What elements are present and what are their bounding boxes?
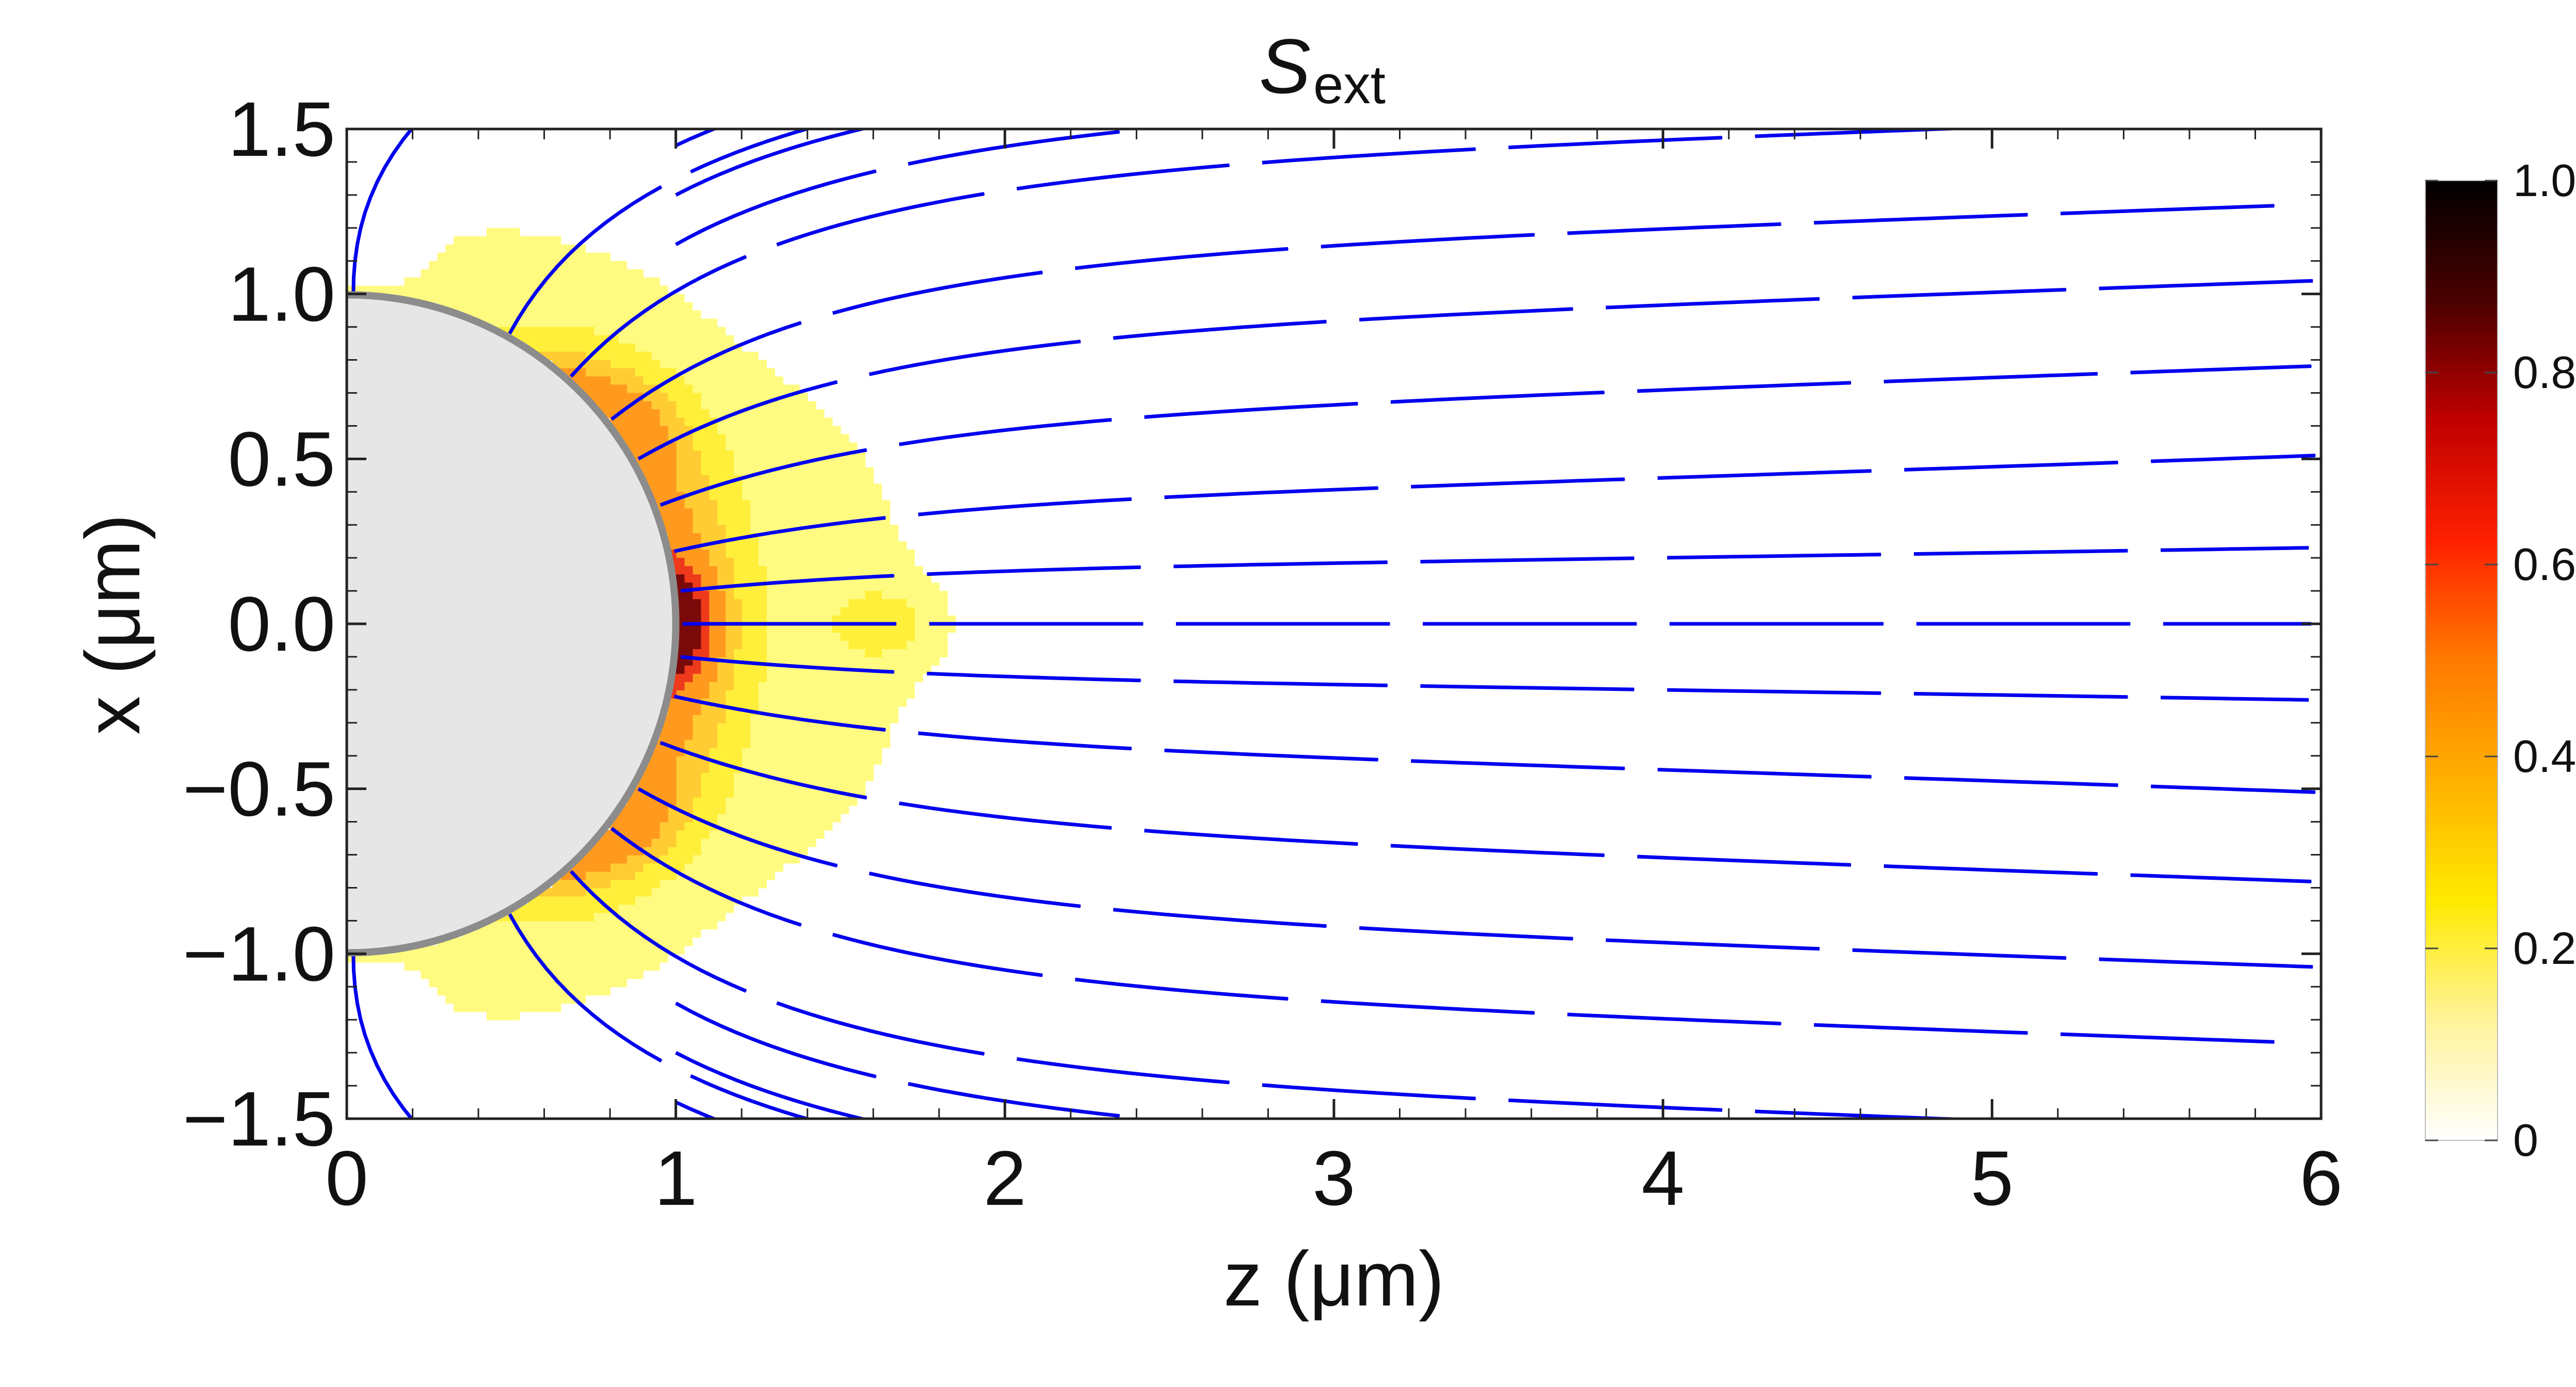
x-tick-labels: 0 1 2 3 4 5 6 bbox=[325, 1135, 2342, 1221]
chart-title-subscript: ext bbox=[1313, 55, 1386, 115]
y-tick-label: 1.0 bbox=[228, 251, 335, 337]
streamline bbox=[675, 1051, 870, 1119]
y-tick-labels: −1.5 −1.0 −0.5 0.0 0.5 1.0 1.5 bbox=[183, 86, 335, 1162]
axis-ticks bbox=[345, 127, 2323, 1120]
x-tick-label: 3 bbox=[1312, 1135, 1355, 1221]
streamline bbox=[569, 870, 1970, 1119]
colorbar-tick-label: 0 bbox=[2513, 1115, 2538, 1166]
streamline bbox=[637, 787, 2314, 969]
streamline bbox=[675, 129, 1164, 246]
y-axis-label: x (μm) bbox=[69, 514, 156, 735]
streamline bbox=[675, 129, 870, 197]
plot-area bbox=[347, 129, 2321, 1119]
y-tick-label: −0.5 bbox=[183, 746, 335, 832]
contour-band bbox=[347, 228, 956, 1021]
streamline bbox=[680, 655, 2310, 702]
streamline bbox=[674, 454, 2316, 553]
y-tick-label: 0.5 bbox=[228, 415, 335, 502]
colorbar-tick-label: 0.4 bbox=[2513, 731, 2576, 782]
x-tick-label: 4 bbox=[1641, 1135, 1684, 1221]
colorbar-tick-label: 0.6 bbox=[2513, 539, 2576, 590]
streamline bbox=[637, 279, 2314, 461]
colorbar-ticks: 0 0.2 0.4 0.6 0.8 1.0 bbox=[2425, 155, 2576, 1166]
streamline bbox=[610, 827, 2275, 1044]
x-axis-label: z (μm) bbox=[1223, 1235, 1444, 1322]
y-tick-label: 0.0 bbox=[228, 580, 335, 667]
y-tick-label: 1.5 bbox=[228, 86, 335, 172]
x-tick-label: 5 bbox=[1971, 1135, 2014, 1221]
streamline bbox=[508, 913, 813, 1119]
streamline bbox=[508, 129, 813, 335]
streamline bbox=[674, 695, 2316, 794]
streamline bbox=[680, 546, 2310, 593]
colorbar: 0 0.2 0.4 0.6 0.8 1.0 bbox=[2425, 155, 2576, 1166]
streamline bbox=[610, 204, 2275, 421]
streamline bbox=[569, 129, 1970, 378]
x-tick-label: 0 bbox=[325, 1135, 368, 1221]
y-tick-label: −1.5 bbox=[183, 1075, 335, 1162]
streamline bbox=[659, 740, 2312, 883]
colorbar-tick-label: 0.8 bbox=[2513, 347, 2576, 398]
chart-title: S bbox=[1259, 23, 1311, 109]
streamline bbox=[659, 364, 2312, 507]
x-tick-label: 1 bbox=[654, 1135, 697, 1221]
colorbar-gradient bbox=[2425, 180, 2498, 1141]
colorbar-tick-label: 1.0 bbox=[2513, 155, 2576, 206]
colorbar-tick-label: 0.2 bbox=[2513, 923, 2576, 974]
x-tick-label: 2 bbox=[984, 1135, 1026, 1221]
contour-band bbox=[536, 351, 743, 897]
x-tick-label: 6 bbox=[2299, 1135, 2342, 1221]
streamline bbox=[675, 1002, 1164, 1119]
sphere bbox=[347, 291, 680, 957]
y-tick-label: −1.0 bbox=[183, 910, 335, 997]
